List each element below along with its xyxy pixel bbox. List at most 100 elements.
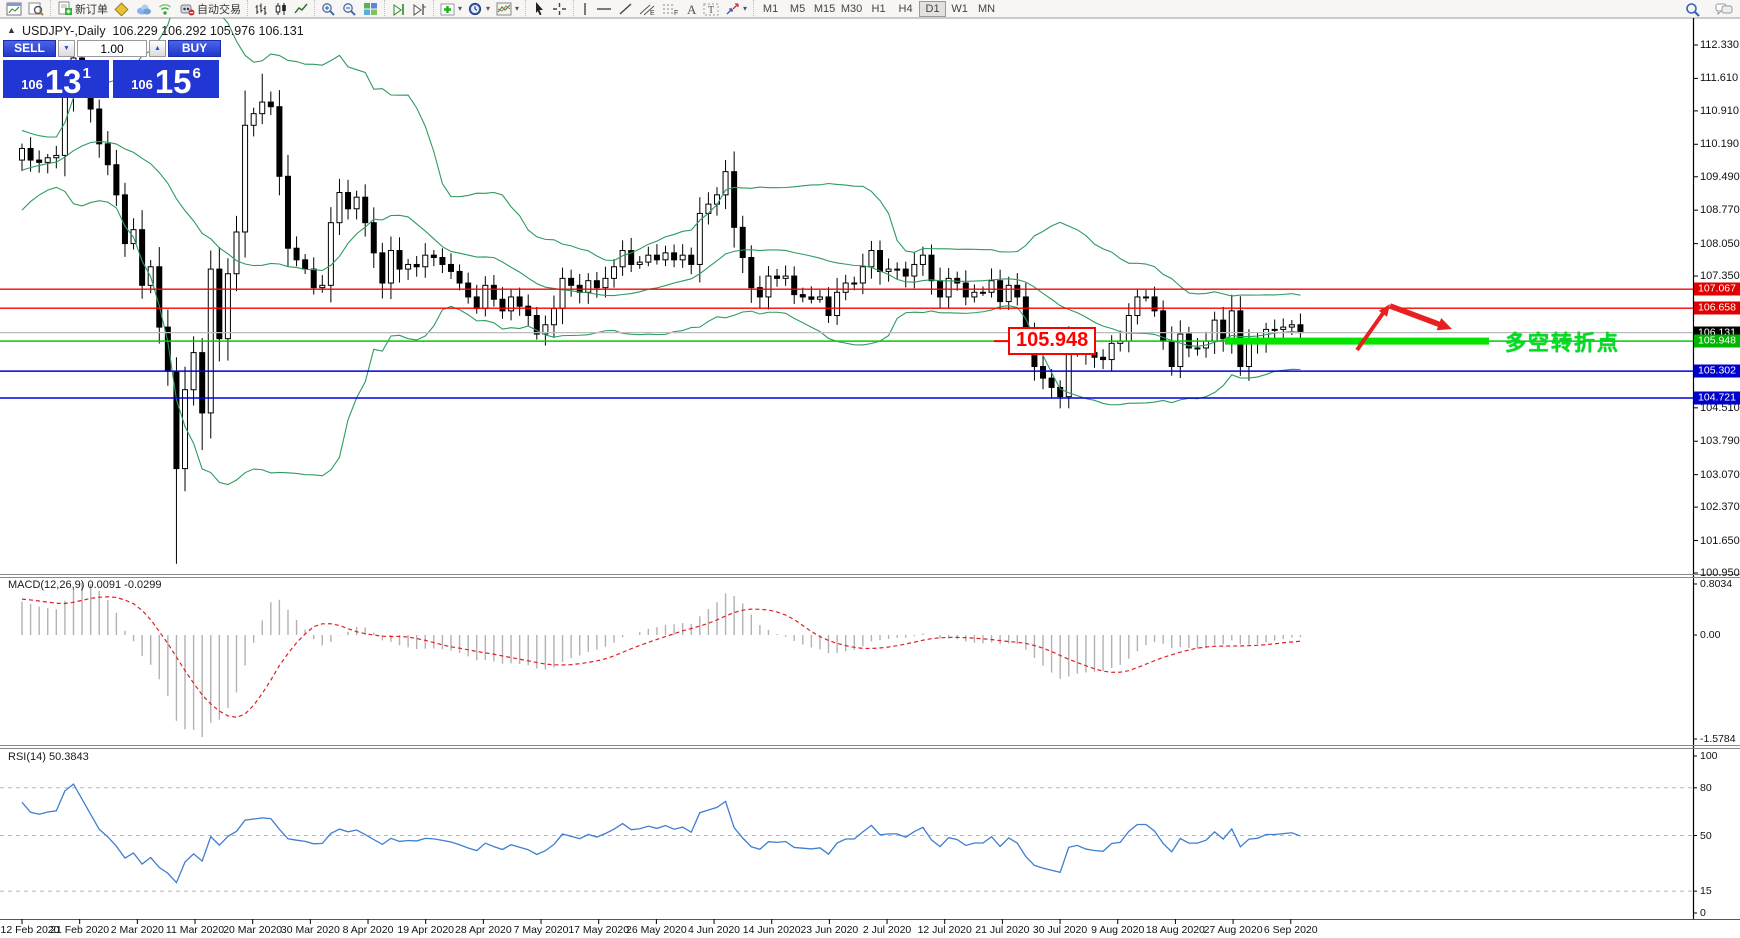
new-order-label: 新订单	[75, 3, 108, 16]
tf-button-M15[interactable]: M15	[813, 2, 836, 15]
date-label: 27 Aug 2020	[1203, 924, 1263, 936]
tf-button-W1[interactable]: W1	[951, 2, 968, 15]
date-label: 23 Jun 2020	[800, 924, 859, 936]
date-label: 6 Sep 2020	[1263, 924, 1318, 936]
indicator-axis-label: 0.00	[1700, 629, 1721, 641]
zoom-out-button[interactable]	[339, 0, 360, 17]
chart-title: USDJPY-,Daily 106.229 106.292 105.976 10…	[22, 24, 304, 38]
indicators-caret: ▾	[458, 4, 463, 13]
indicators-button[interactable]: ▾	[437, 0, 465, 17]
auto-scroll-button[interactable]	[388, 0, 409, 17]
price-tick-label: 108.050	[1700, 237, 1740, 250]
indicator-axis-label: 50	[1700, 829, 1712, 842]
date-label: 14 Jun 2020	[742, 924, 801, 936]
one-click-trading-panel: SELL ▼ ▲ BUY 106 13 1 106 15 6	[3, 40, 222, 98]
periods-caret: ▾	[486, 4, 491, 13]
date-label: 18 Aug 2020	[1145, 924, 1205, 936]
indicator-axis-label: -1.5784	[1700, 733, 1736, 745]
tf-button-MN[interactable]: MN	[978, 2, 996, 15]
tf-button-H4[interactable]: H4	[898, 2, 913, 15]
volume-input[interactable]	[77, 40, 147, 57]
text-label-tool[interactable]: T	[700, 0, 722, 17]
price-callout-105948[interactable]: 105.948	[1008, 327, 1097, 355]
arrows-tool[interactable]: ▾	[722, 0, 750, 17]
symbol-name: USDJPY-,Daily	[22, 24, 106, 38]
bar-chart-icon[interactable]	[251, 0, 271, 17]
tile-windows-button[interactable]	[360, 0, 381, 17]
templates-button[interactable]: ▾	[493, 0, 522, 17]
date-label: 17 May 2020	[568, 924, 630, 936]
chat-icon[interactable]	[1712, 1, 1736, 18]
price-tick-label: 107.350	[1700, 270, 1740, 283]
date-label: 2 Mar 2020	[110, 924, 164, 936]
indicator-axis-label: 15	[1700, 885, 1712, 898]
timeframe-group: M1 M5 M15 M30 H1 H4 D1 W1 MN	[753, 0, 1003, 18]
price-tick-label: 102.370	[1700, 501, 1740, 514]
volume-decrease-button[interactable]: ▼	[58, 40, 75, 57]
search-icon[interactable]	[1682, 1, 1704, 18]
date-label: 7 May 2020	[513, 924, 569, 936]
macd-label: MACD(12,26,9) 0.0091 -0.0299	[8, 579, 162, 591]
arrows-caret: ▾	[743, 4, 748, 13]
price-tick-label: 100.950	[1700, 566, 1740, 579]
volume-increase-button[interactable]: ▲	[149, 40, 166, 57]
crosshair-button[interactable]	[549, 0, 570, 17]
sell-price-figure: 106	[21, 77, 43, 92]
trendline-tool[interactable]	[615, 0, 636, 17]
price-tick-label: 110.190	[1700, 138, 1739, 151]
date-label: 19 Apr 2020	[397, 924, 455, 936]
sell-button[interactable]: SELL	[3, 40, 56, 57]
date-label: 21 Feb 2020	[50, 924, 110, 936]
date-label: 4 Jun 2020	[688, 924, 741, 936]
date-label: 11 Mar 2020	[165, 924, 225, 936]
tf-button-M1[interactable]: M1	[762, 2, 779, 15]
date-label: 30 Jul 2020	[1032, 924, 1088, 936]
sell-price-pip: 1	[82, 65, 91, 82]
text-tool[interactable]: A	[682, 0, 700, 17]
line-chart-icon[interactable]	[291, 0, 311, 17]
new-order-button[interactable]: 新订单	[54, 0, 111, 17]
chart-shift-button[interactable]	[409, 0, 430, 17]
horizontal-line-tool[interactable]	[593, 0, 615, 17]
indicator-axis-label: 100	[1700, 750, 1718, 762]
market-button[interactable]	[132, 0, 155, 17]
autotrading-button[interactable]: 自动交易	[176, 0, 244, 17]
indicator-axis-label: 0.8034	[1700, 578, 1733, 590]
zoom-in-button[interactable]	[318, 0, 339, 17]
profiles-button[interactable]	[25, 0, 47, 17]
price-badge: 107.067	[1694, 282, 1740, 296]
turning-point-annotation[interactable]: 多空转折点	[1505, 332, 1620, 355]
svg-text:T: T	[708, 5, 714, 16]
channel-tool[interactable]: E	[636, 0, 659, 17]
metaeditor-button[interactable]	[111, 0, 132, 17]
fibonacci-tool[interactable]: F	[659, 0, 682, 17]
new-chart-button[interactable]	[3, 0, 25, 17]
date-label: 12 Jul 2020	[917, 924, 972, 936]
date-label: 20 Mar 2020	[223, 924, 283, 936]
candlestick-icon[interactable]	[271, 0, 291, 17]
date-label: 9 Aug 2020	[1091, 924, 1145, 936]
tf-button-D1[interactable]: D1	[919, 0, 947, 17]
price-tick-label: 104.510	[1700, 401, 1740, 414]
sell-price-tile[interactable]: 106 13 1	[3, 60, 109, 98]
signals-button[interactable]	[155, 0, 176, 17]
buy-button[interactable]: BUY	[168, 40, 221, 57]
collapse-panel-arrow[interactable]: ▲	[7, 25, 16, 35]
price-tick-label: 108.770	[1700, 204, 1740, 217]
buy-price-pip: 6	[192, 65, 201, 82]
autotrading-label: 自动交易	[197, 3, 241, 16]
rsi-label: RSI(14) 50.3843	[8, 751, 89, 763]
date-label: 8 Apr 2020	[342, 924, 394, 936]
tf-button-M30[interactable]: M30	[840, 2, 863, 15]
sell-price-big: 13	[44, 62, 82, 100]
buy-price-tile[interactable]: 106 15 6	[113, 60, 219, 98]
tf-button-M5[interactable]: M5	[789, 2, 806, 15]
periods-button[interactable]: ▾	[465, 0, 493, 17]
date-label: 21 Jul 2020	[975, 924, 1030, 936]
cursor-button[interactable]	[529, 0, 549, 17]
toolbar: 新订单 自动交易	[0, 0, 1740, 18]
date-label: 2 Jul 2020	[862, 924, 912, 936]
vertical-line-tool[interactable]	[577, 0, 593, 17]
tf-button-H1[interactable]: H1	[871, 2, 886, 15]
